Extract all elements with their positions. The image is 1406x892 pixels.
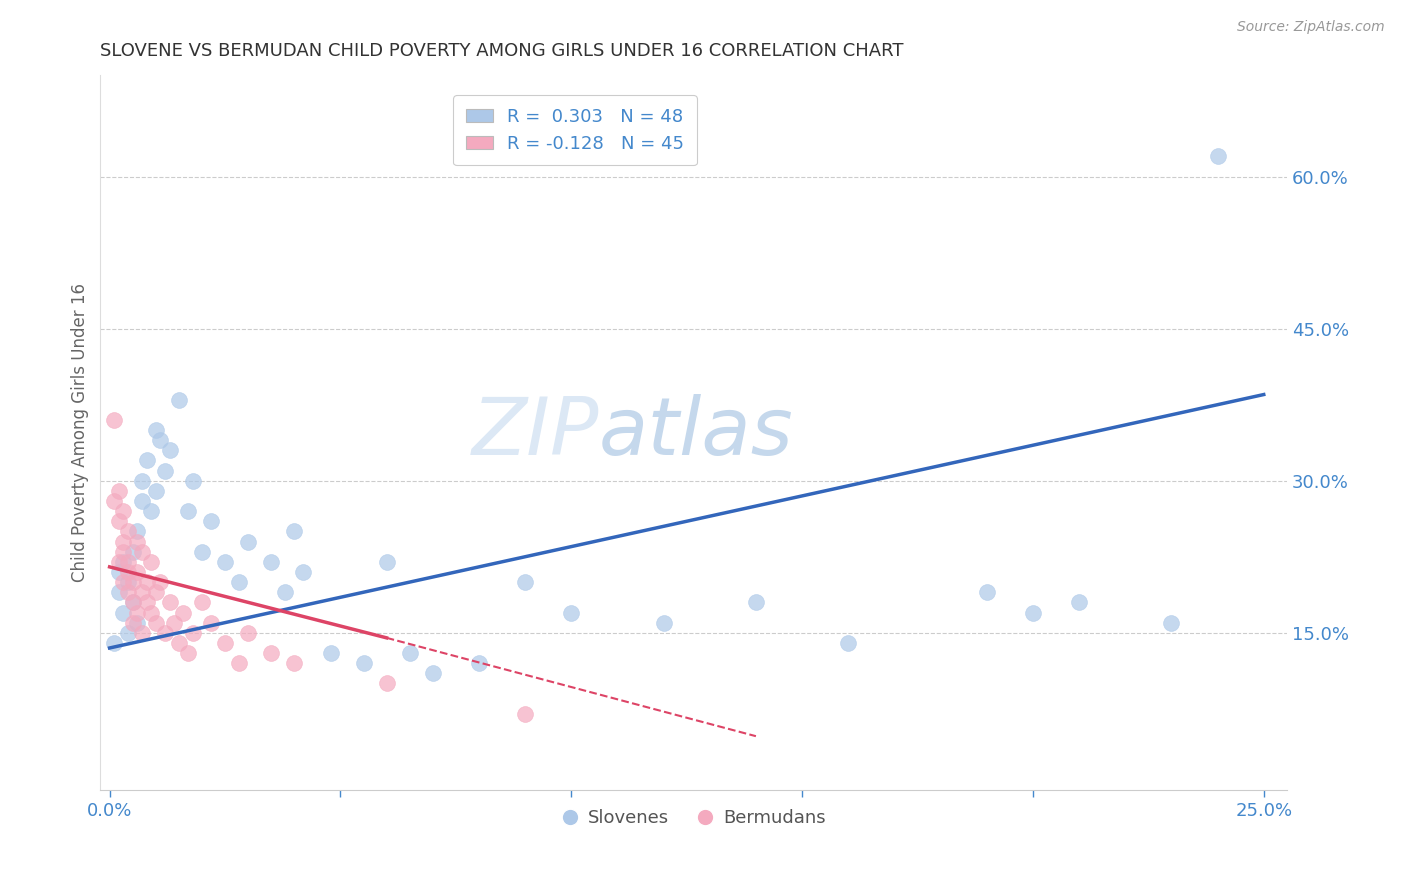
Point — [1022, 606, 1045, 620]
Point — [283, 524, 305, 539]
Point — [260, 555, 283, 569]
Point — [117, 565, 139, 579]
Point — [139, 504, 162, 518]
Point — [127, 606, 149, 620]
Point — [112, 555, 135, 569]
Point — [112, 534, 135, 549]
Point — [375, 555, 398, 569]
Point — [163, 615, 186, 630]
Point — [837, 636, 859, 650]
Point — [145, 423, 167, 437]
Point — [260, 646, 283, 660]
Point — [422, 666, 444, 681]
Point — [108, 555, 131, 569]
Text: SLOVENE VS BERMUDAN CHILD POVERTY AMONG GIRLS UNDER 16 CORRELATION CHART: SLOVENE VS BERMUDAN CHILD POVERTY AMONG … — [100, 42, 904, 60]
Point — [149, 575, 172, 590]
Point — [145, 585, 167, 599]
Point — [321, 646, 343, 660]
Point — [200, 514, 222, 528]
Point — [976, 585, 998, 599]
Point — [121, 575, 143, 590]
Point — [177, 504, 200, 518]
Point — [283, 656, 305, 670]
Point — [228, 656, 250, 670]
Point — [167, 636, 190, 650]
Point — [127, 534, 149, 549]
Text: Source: ZipAtlas.com: Source: ZipAtlas.com — [1237, 20, 1385, 34]
Point — [127, 524, 149, 539]
Point — [103, 494, 125, 508]
Point — [652, 615, 675, 630]
Point — [200, 615, 222, 630]
Point — [398, 646, 420, 660]
Point — [121, 615, 143, 630]
Point — [513, 706, 536, 721]
Point — [153, 464, 176, 478]
Point — [135, 453, 157, 467]
Point — [117, 585, 139, 599]
Point — [468, 656, 491, 670]
Legend: Slovenes, Bermudans: Slovenes, Bermudans — [554, 802, 834, 835]
Point — [121, 595, 143, 609]
Point — [214, 555, 236, 569]
Point — [108, 483, 131, 498]
Point — [353, 656, 375, 670]
Point — [127, 565, 149, 579]
Point — [513, 575, 536, 590]
Point — [191, 544, 214, 558]
Point — [139, 555, 162, 569]
Point — [167, 392, 190, 407]
Point — [745, 595, 768, 609]
Point — [181, 625, 204, 640]
Point — [145, 483, 167, 498]
Point — [103, 413, 125, 427]
Point — [112, 544, 135, 558]
Point — [121, 595, 143, 609]
Point — [214, 636, 236, 650]
Point — [228, 575, 250, 590]
Point — [117, 625, 139, 640]
Point — [108, 585, 131, 599]
Point — [131, 544, 153, 558]
Point — [112, 575, 135, 590]
Point — [127, 615, 149, 630]
Point — [117, 555, 139, 569]
Point — [121, 544, 143, 558]
Point — [149, 433, 172, 447]
Point — [274, 585, 297, 599]
Point — [117, 575, 139, 590]
Point — [108, 514, 131, 528]
Point — [159, 595, 181, 609]
Point — [181, 474, 204, 488]
Point — [1160, 615, 1182, 630]
Point — [139, 606, 162, 620]
Point — [135, 595, 157, 609]
Point — [560, 606, 582, 620]
Point — [112, 504, 135, 518]
Point — [145, 615, 167, 630]
Point — [172, 606, 194, 620]
Point — [112, 606, 135, 620]
Point — [292, 565, 315, 579]
Point — [153, 625, 176, 640]
Point — [1206, 149, 1229, 163]
Point — [236, 625, 259, 640]
Point — [131, 494, 153, 508]
Point — [191, 595, 214, 609]
Point — [1067, 595, 1090, 609]
Point — [117, 524, 139, 539]
Y-axis label: Child Poverty Among Girls Under 16: Child Poverty Among Girls Under 16 — [72, 283, 89, 582]
Point — [108, 565, 131, 579]
Text: ZIP: ZIP — [471, 393, 599, 472]
Point — [177, 646, 200, 660]
Point — [131, 585, 153, 599]
Point — [131, 625, 153, 640]
Point — [236, 534, 259, 549]
Point — [159, 443, 181, 458]
Point — [131, 474, 153, 488]
Point — [375, 676, 398, 690]
Point — [135, 575, 157, 590]
Text: atlas: atlas — [599, 393, 793, 472]
Point — [103, 636, 125, 650]
